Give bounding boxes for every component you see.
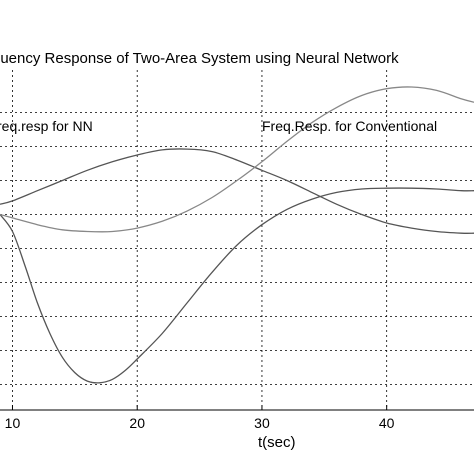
series-line-3	[0, 86, 474, 233]
x-axis-label: t(sec)	[258, 434, 296, 451]
grid-lines	[0, 70, 474, 410]
series-line-1	[0, 187, 474, 384]
axes	[0, 405, 474, 411]
annotation-nn: req.resp for NN	[0, 118, 93, 134]
x-tick-label: 30	[254, 415, 270, 431]
chart-title: quency Response of Two-Area System using…	[0, 50, 399, 67]
annotation-conventional: Freq.Resp. for Conventional	[262, 118, 437, 134]
series-lines	[0, 86, 474, 384]
x-tick-label: 10	[5, 415, 21, 431]
x-tick-labels: 10 20 30 40	[5, 415, 395, 431]
x-tick-label: 20	[129, 415, 145, 431]
series-line-2	[0, 148, 474, 234]
x-tick-label: 40	[379, 415, 395, 431]
